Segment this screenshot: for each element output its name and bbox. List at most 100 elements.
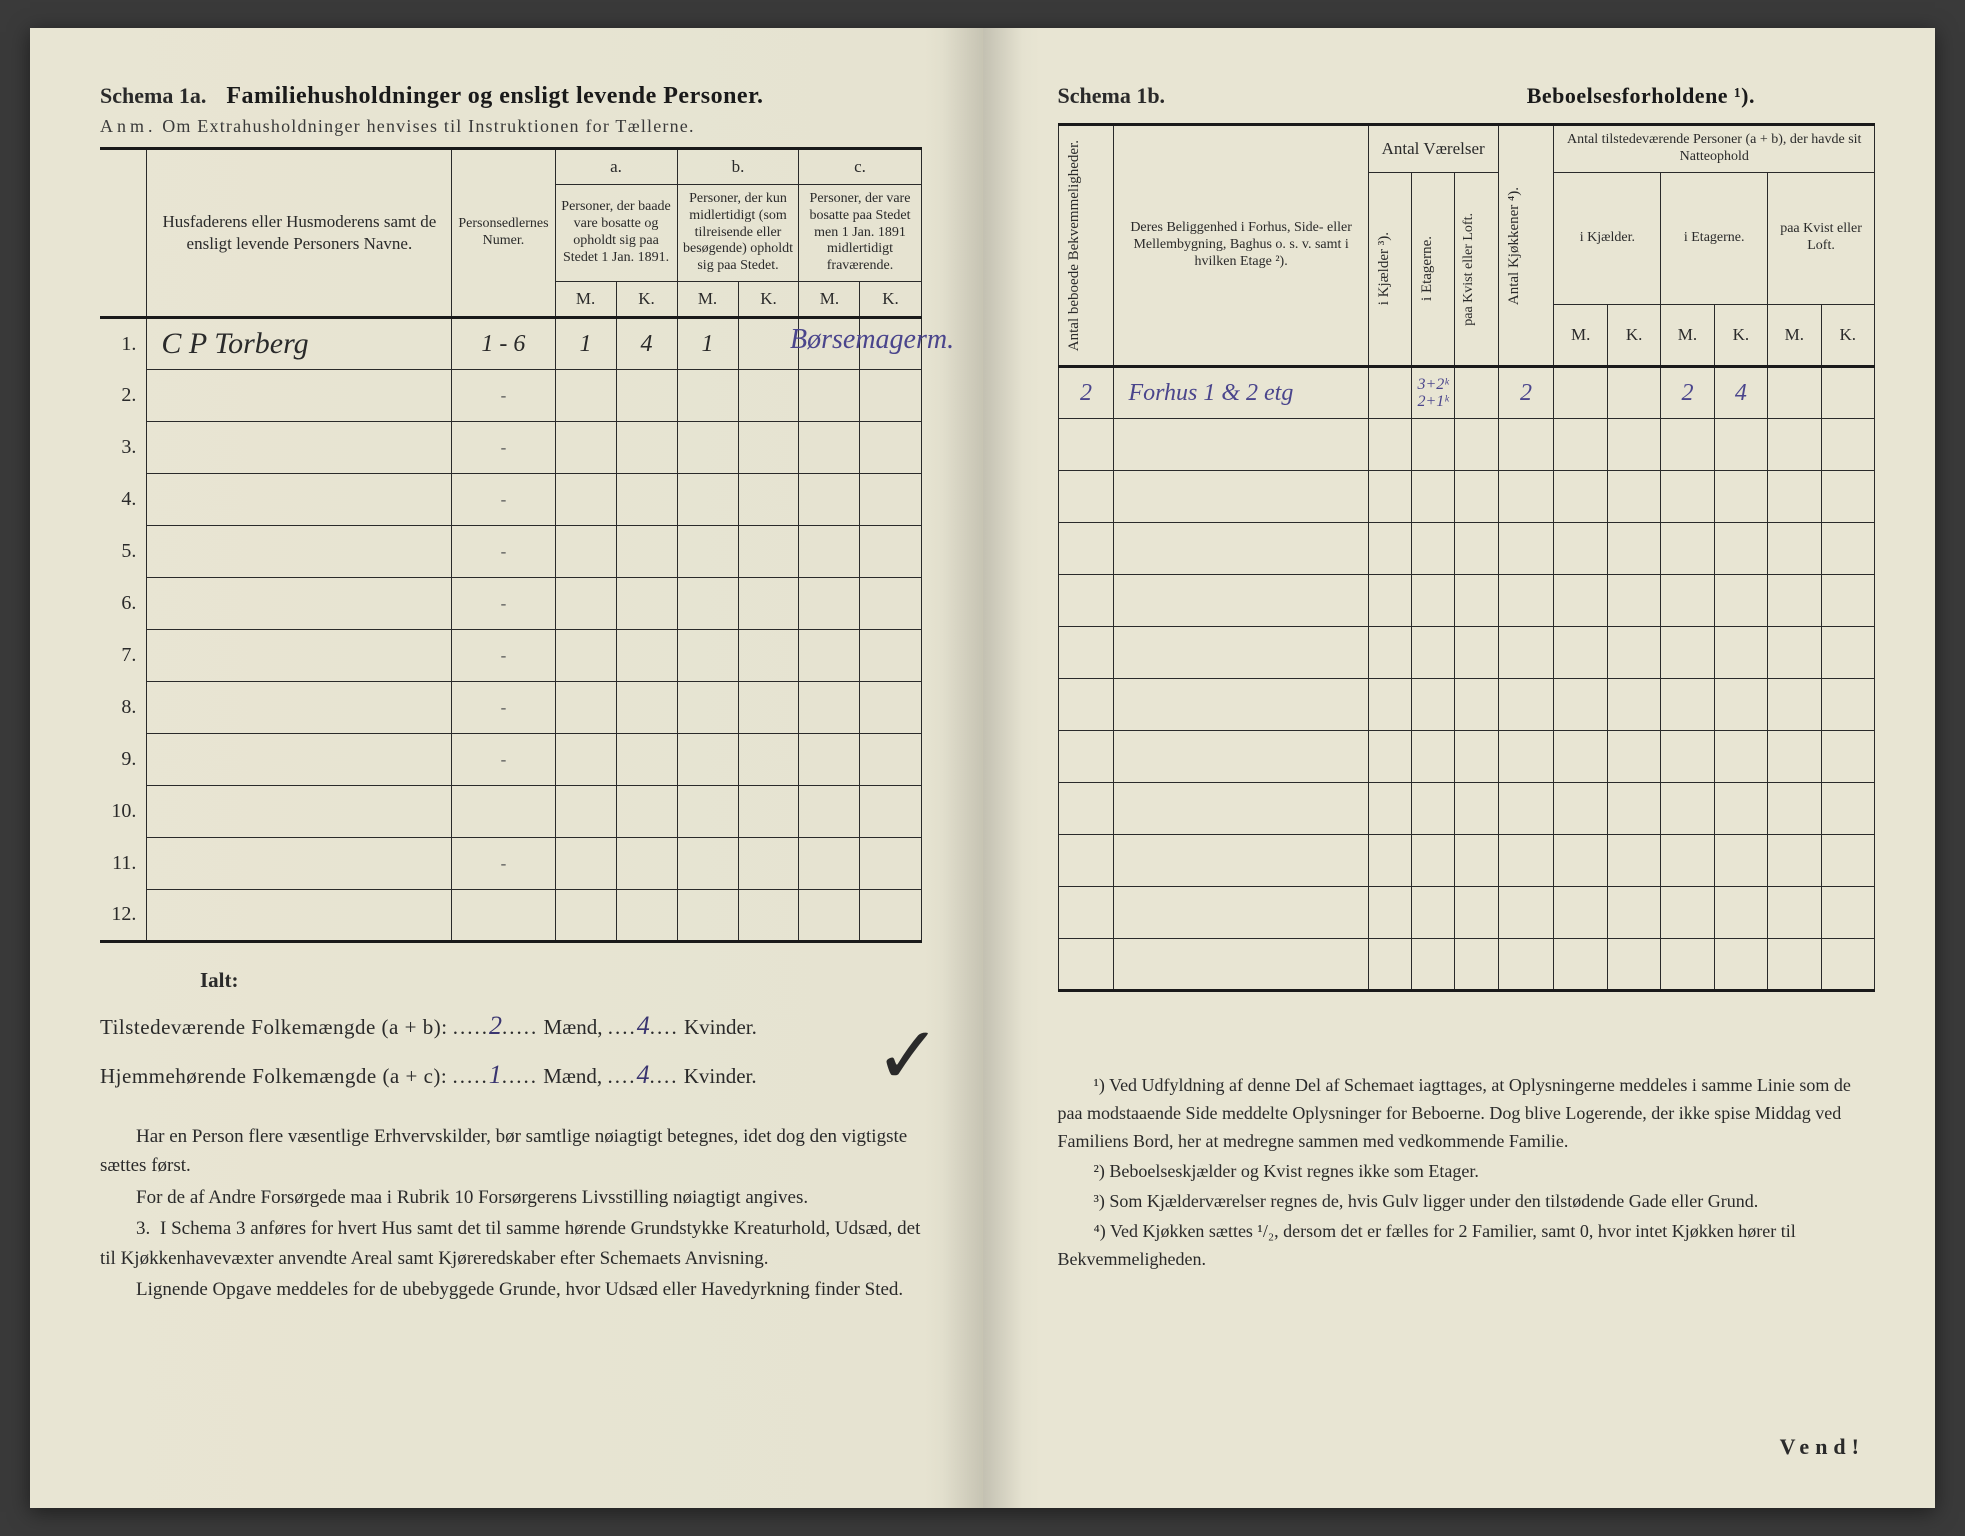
col-c-text: Personer, der vare bosatte paa Stedet me… bbox=[799, 185, 921, 282]
table-row: 5. - bbox=[100, 526, 921, 578]
name-cell bbox=[147, 890, 452, 942]
a-m-cell bbox=[555, 734, 616, 786]
b-m: M. bbox=[677, 282, 738, 318]
c-m-cell bbox=[799, 422, 860, 474]
fn4: ⁴) Ved Kjøkken sættes ¹/₂, dersom det er… bbox=[1058, 1218, 1876, 1274]
summary-line-1: Tilstedeværende Folkemængde (a + b): ...… bbox=[100, 1001, 922, 1050]
col-bekv: Antal beboede Bekvemmeligheder. bbox=[1058, 125, 1114, 367]
table-row: 8.- bbox=[100, 682, 921, 734]
c-k-cell bbox=[860, 370, 921, 422]
a-k-cell: 4 bbox=[616, 318, 677, 370]
schema-1a-table: Husfaderens eller Husmoderens samt de en… bbox=[100, 147, 922, 943]
c-m-cell bbox=[799, 890, 860, 942]
b-k-cell bbox=[738, 682, 799, 734]
numer-cell: - bbox=[452, 422, 555, 474]
a-m-cell bbox=[555, 890, 616, 942]
a-k-cell bbox=[616, 838, 677, 890]
row-number: 12. bbox=[100, 890, 147, 942]
numer-cell: - bbox=[452, 370, 555, 422]
book-spread: Schema 1a. Familiehusholdninger og ensli… bbox=[30, 28, 1935, 1508]
belig-cell: Forhus 1 & 2 etg bbox=[1114, 367, 1368, 419]
name-cell bbox=[147, 682, 452, 734]
vkj-cell bbox=[1368, 367, 1411, 419]
col-v-et: i Etagerne. bbox=[1412, 172, 1455, 367]
row-number: 5. bbox=[100, 526, 147, 578]
row-number: 1. bbox=[100, 318, 147, 370]
b-m-cell bbox=[677, 370, 738, 422]
c-m-cell bbox=[799, 474, 860, 526]
left-page: Schema 1a. Familiehusholdninger og ensli… bbox=[30, 28, 983, 1508]
a-k: K. bbox=[616, 282, 677, 318]
name-cell bbox=[147, 630, 452, 682]
table-row: 2Forhus 1 & 2 etg3+2ᵏ 2+1ᵏ224 bbox=[1058, 367, 1875, 419]
a-k-cell bbox=[616, 630, 677, 682]
fn3: ³) Som Kjælderværelser regnes de, hvis G… bbox=[1058, 1188, 1876, 1216]
b-m-cell: 1 bbox=[677, 318, 738, 370]
col-vaerelser: Antal Værelser bbox=[1368, 125, 1498, 173]
table-row bbox=[1058, 939, 1875, 991]
a-k-cell bbox=[616, 890, 677, 942]
summary-line-2: Hjemmehørende Folkemængde (a + c): .....… bbox=[100, 1050, 922, 1099]
schema-1b-label: Schema 1b. bbox=[1058, 83, 1166, 109]
anm-note: Anm. Om Extrahusholdninger henvises til … bbox=[100, 116, 922, 137]
row-number: 8. bbox=[100, 682, 147, 734]
c-m-cell bbox=[799, 682, 860, 734]
col-c: c. bbox=[799, 149, 921, 185]
table-row: 9. - bbox=[100, 734, 921, 786]
anm-text: Om Extrahusholdninger henvises til Instr… bbox=[162, 116, 695, 136]
col-p-kj: i Kjælder. bbox=[1554, 172, 1661, 304]
b-m-cell bbox=[677, 838, 738, 890]
table-row: 12. bbox=[100, 890, 921, 942]
table-row bbox=[1058, 523, 1875, 575]
b-k-cell bbox=[738, 734, 799, 786]
vet-cell: 3+2ᵏ 2+1ᵏ bbox=[1412, 367, 1455, 419]
table-row bbox=[1058, 679, 1875, 731]
numer-cell: - bbox=[452, 734, 555, 786]
table-row bbox=[1058, 731, 1875, 783]
right-header: Schema 1b. Beboelsesforholdene ¹). bbox=[1058, 83, 1876, 109]
row-number: 9. bbox=[100, 734, 147, 786]
name-cell bbox=[147, 838, 452, 890]
pkj-m bbox=[1554, 367, 1607, 419]
col-p-et: i Etagerne. bbox=[1661, 172, 1768, 304]
c-k-cell bbox=[860, 526, 921, 578]
table-row bbox=[1058, 887, 1875, 939]
c-m: M. bbox=[799, 282, 860, 318]
table-row bbox=[1058, 471, 1875, 523]
left-body-text: Har en Person flere væsentlige Erhvervsk… bbox=[100, 1122, 922, 1305]
table-row bbox=[1058, 575, 1875, 627]
vkv-cell bbox=[1455, 367, 1498, 419]
c-m-cell bbox=[799, 838, 860, 890]
row-number: 2. bbox=[100, 370, 147, 422]
c-k-cell bbox=[860, 786, 921, 838]
a-k-cell bbox=[616, 474, 677, 526]
a-m-cell bbox=[555, 682, 616, 734]
row-number: 3. bbox=[100, 422, 147, 474]
a-m-cell bbox=[555, 474, 616, 526]
c-m-cell bbox=[799, 630, 860, 682]
c-k-cell bbox=[860, 890, 921, 942]
numer-cell: - bbox=[452, 578, 555, 630]
table-row: 11.- bbox=[100, 838, 921, 890]
b-m-cell bbox=[677, 526, 738, 578]
col-a: a. bbox=[555, 149, 677, 185]
table-row: 4.- bbox=[100, 474, 921, 526]
schema-1a-label: Schema 1a. bbox=[100, 83, 206, 109]
b-m-cell bbox=[677, 578, 738, 630]
row-number: 4. bbox=[100, 474, 147, 526]
name-cell bbox=[147, 734, 452, 786]
name-cell bbox=[147, 474, 452, 526]
fn2: ²) Beboelseskjælder og Kvist regnes ikke… bbox=[1058, 1158, 1876, 1186]
numer-cell bbox=[452, 786, 555, 838]
col-p-kv: paa Kvist eller Loft. bbox=[1768, 172, 1875, 304]
b-k-cell bbox=[738, 474, 799, 526]
b-k-cell bbox=[738, 422, 799, 474]
a-m-cell bbox=[555, 630, 616, 682]
col-a-text: Personer, der baade vare bosatte og opho… bbox=[555, 185, 677, 282]
kjok-cell: 2 bbox=[1498, 367, 1554, 419]
table-row bbox=[1058, 419, 1875, 471]
b-m-cell bbox=[677, 890, 738, 942]
body-p2: For de af Andre Forsørgede maa i Rubrik … bbox=[100, 1183, 922, 1212]
numer-cell: - bbox=[452, 526, 555, 578]
name-cell bbox=[147, 578, 452, 630]
